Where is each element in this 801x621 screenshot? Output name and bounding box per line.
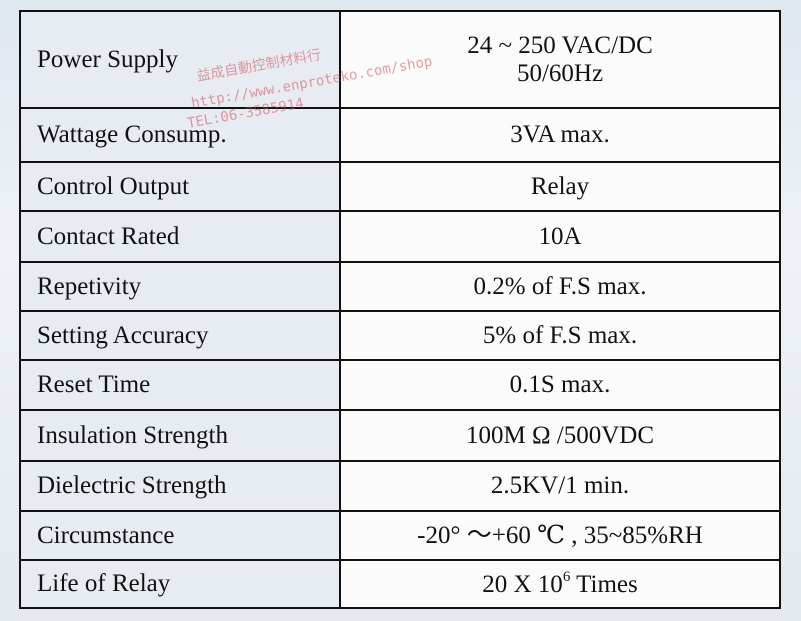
table-row: Life of Relay 20 X 106 Times <box>19 559 781 609</box>
table-row: Repetivity 0.2% of F.S max. <box>19 261 781 312</box>
spec-value-exponent: 6 <box>562 569 571 586</box>
spec-label: Reset Time <box>19 359 341 411</box>
spec-label: Control Output <box>19 161 341 212</box>
table-row: Power Supply 24 ~ 250 VAC/DC 50/60Hz <box>19 10 781 109</box>
table-row: Setting Accuracy 5% of F.S max. <box>19 310 781 361</box>
spec-label: Power Supply <box>19 10 341 109</box>
spec-value-line: 50/60Hz <box>516 59 604 87</box>
spec-value: 5% of F.S max. <box>339 310 781 361</box>
spec-value-suffix: Times <box>570 571 638 599</box>
table-row: Insulation Strength 100M Ω /500VDC <box>19 409 781 462</box>
spec-value: 10A <box>339 210 781 263</box>
spec-value: 20 X 106 Times <box>339 559 781 609</box>
spec-label: Setting Accuracy <box>19 310 341 361</box>
spec-value-line: 24 ~ 250 VAC/DC <box>467 32 653 59</box>
table-row: Contact Rated 10A <box>19 210 781 263</box>
spec-label: Circumstance <box>19 510 341 561</box>
spec-label: Wattage Consump. <box>19 107 341 163</box>
spec-value: 2.5KV/1 min. <box>339 460 781 512</box>
spec-value: 24 ~ 250 VAC/DC 50/60Hz <box>339 10 781 109</box>
table-row: Dielectric Strength 2.5KV/1 min. <box>19 460 781 512</box>
table-row: Wattage Consump. 3VA max. <box>19 107 781 163</box>
table-row: Reset Time 0.1S max. <box>19 359 781 411</box>
spec-value: 0.2% of F.S max. <box>339 261 781 312</box>
spec-value: Relay <box>339 161 781 212</box>
spec-label: Contact Rated <box>19 210 341 263</box>
table-row: Circumstance -20° ～+60 ℃ , 35~85%RH <box>19 510 781 561</box>
spec-label: Insulation Strength <box>19 409 341 462</box>
spec-label: Repetivity <box>19 261 341 312</box>
spec-table: Power Supply 24 ~ 250 VAC/DC 50/60Hz Wat… <box>19 10 781 609</box>
spec-value: 100M Ω /500VDC <box>339 409 781 462</box>
spec-label: Dielectric Strength <box>19 460 341 512</box>
spec-value: -20° ～+60 ℃ , 35~85%RH <box>339 510 781 561</box>
table-row: Control Output Relay <box>19 161 781 212</box>
spec-label: Life of Relay <box>19 559 341 609</box>
spec-value: 3VA max. <box>339 107 781 163</box>
spec-value: 0.1S max. <box>339 359 781 411</box>
spec-value-base: 20 X 10 <box>482 571 563 599</box>
